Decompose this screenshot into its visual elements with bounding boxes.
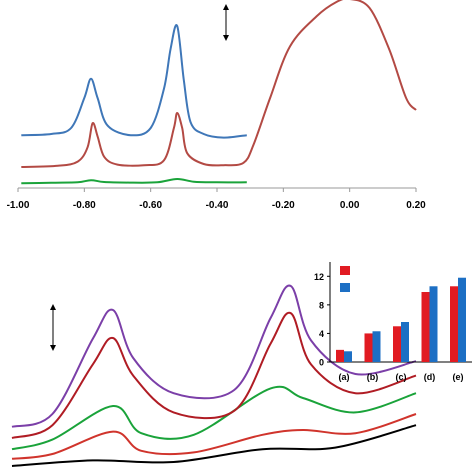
inset-x-tick-label: (c) — [396, 372, 407, 382]
inset-legend — [340, 266, 350, 292]
inset-bar-cd-3 — [393, 326, 401, 362]
panel-a-x-tick-label: 0.20 — [406, 200, 426, 211]
inset-x-tick-label: (a) — [339, 372, 350, 382]
inset-x-tick-label: (d) — [424, 372, 436, 382]
panel-a: -1.00 -0.80 -0.60 -0.40 -0.20 0.00 0.20 — [7, 0, 426, 211]
panel-a-curves — [21, 0, 417, 185]
inset-bar-chart: 0 4 8 12 (a) (b) (c) (d) (e) — [314, 262, 472, 382]
panel-b-curve-4 — [11, 311, 417, 439]
inset-y-tick-label: 4 — [319, 329, 324, 339]
inset-bars — [336, 277, 466, 362]
panel-b-curve-1 — [11, 424, 417, 467]
panel-b-scale-bar — [50, 304, 56, 351]
panel-b-curve-5 — [11, 284, 417, 428]
legend-swatch-cd — [340, 266, 350, 275]
panel-a-scale-bar — [223, 4, 229, 41]
inset-bar-pb-1 — [344, 351, 352, 362]
inset-bar-cd-4 — [421, 292, 430, 362]
panel-b-curves — [11, 284, 417, 467]
panel-a-x-tick-label: 0.00 — [340, 200, 360, 211]
inset-bar-cd-1 — [336, 349, 344, 362]
inset-bar-pb-5 — [458, 277, 466, 362]
inset-bar-cd-2 — [364, 333, 373, 362]
inset-y-ticks: 0 4 8 12 — [314, 272, 330, 368]
panel-a-x-ticks: -1.00 -0.80 -0.60 -0.40 -0.20 0.00 0.20 — [7, 188, 426, 211]
inset-bar-pb-2 — [372, 331, 381, 362]
panel-a-x-tick-label: -1.00 — [7, 200, 30, 211]
inset-y-tick-label: 12 — [314, 272, 324, 282]
inset-bar-pb-4 — [429, 286, 438, 362]
panel-a-x-tick-label: -0.40 — [206, 200, 229, 211]
inset-x-tick-label: (b) — [367, 372, 379, 382]
panel-a-x-tick-label: -0.60 — [139, 200, 162, 211]
panel-b — [11, 284, 417, 467]
panel-a-x-tick-label: -0.20 — [272, 200, 295, 211]
inset-x-ticks: (a) (b) (c) (d) (e) — [339, 372, 464, 382]
panel-a-curve-2 — [21, 0, 417, 168]
panel-b-curve-3 — [11, 385, 417, 451]
panel-a-x-tick-label: -0.80 — [73, 200, 96, 211]
panel-a-curve-1 — [21, 177, 247, 185]
inset-bar-pb-3 — [401, 322, 409, 362]
legend-swatch-pb — [340, 283, 350, 292]
inset-y-tick-label: 0 — [319, 358, 324, 368]
inset-y-tick-label: 8 — [319, 300, 324, 310]
inset-x-tick-label: (e) — [453, 372, 464, 382]
panel-a-curve-3 — [21, 24, 247, 139]
inset-bar-cd-5 — [450, 286, 458, 362]
panel-b-curve-2 — [11, 413, 417, 460]
